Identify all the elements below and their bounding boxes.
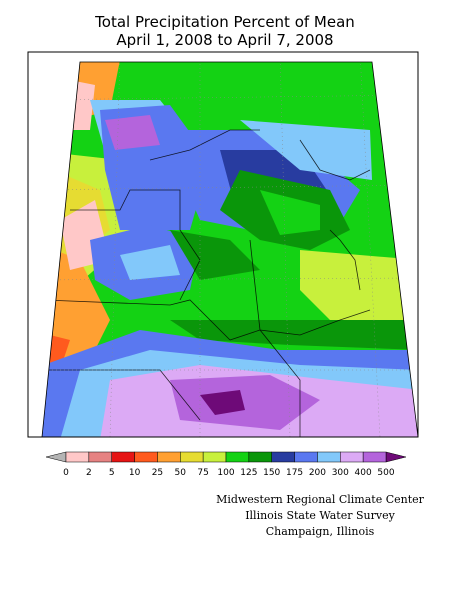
legend-swatch (157, 451, 181, 463)
legend-tick-label: 150 (263, 468, 280, 478)
legend-tick-label: 2 (86, 468, 92, 478)
legend-swatch (111, 451, 135, 463)
legend-tick-label: 300 (332, 468, 349, 478)
map-frame (27, 51, 419, 438)
legend-swatch (65, 451, 90, 463)
color-legend: 0 2 5 10 25 50 75 100 125 150 175 200 300 400 500 (45, 451, 407, 478)
legend-swatch (180, 451, 204, 463)
legend-swatch (225, 451, 250, 463)
legend-swatch (317, 451, 341, 463)
legend-swatch (248, 451, 272, 463)
credit-line: Illinois State Water Survey (245, 509, 395, 522)
legend-swatch (294, 451, 318, 463)
legend-tick-label: 400 (355, 468, 372, 478)
legend-tick-label: 500 (377, 468, 394, 478)
legend-swatch (271, 451, 295, 463)
legend-tick-label: 10 (129, 468, 141, 478)
legend-under (45, 451, 67, 463)
credit-line: Midwestern Regional Climate Center (216, 493, 425, 506)
legend-swatch (202, 451, 227, 463)
legend-tick-label: 175 (286, 468, 303, 478)
legend-swatch (340, 451, 364, 463)
precipitation-map (42, 62, 418, 437)
legend-swatch (362, 451, 387, 463)
legend-swatch (134, 451, 158, 463)
legend-tick-label: 5 (109, 468, 115, 478)
legend-tick-label: 0 (63, 468, 69, 478)
legend-tick-label: 200 (309, 468, 326, 478)
legend-tick-label: 25 (152, 468, 163, 478)
legend-tick-label: 75 (197, 468, 208, 478)
subtitle: April 1, 2008 to April 7, 2008 (116, 31, 333, 49)
legend-tick-label: 100 (217, 468, 234, 478)
legend-swatch (88, 451, 112, 463)
legend-tick-label: 125 (240, 468, 257, 478)
credit-line: Champaign, Illinois (266, 525, 375, 538)
legend-over (385, 451, 407, 463)
legend-tick-label: 50 (175, 468, 187, 478)
title: Total Precipitation Percent of Mean (94, 13, 355, 31)
